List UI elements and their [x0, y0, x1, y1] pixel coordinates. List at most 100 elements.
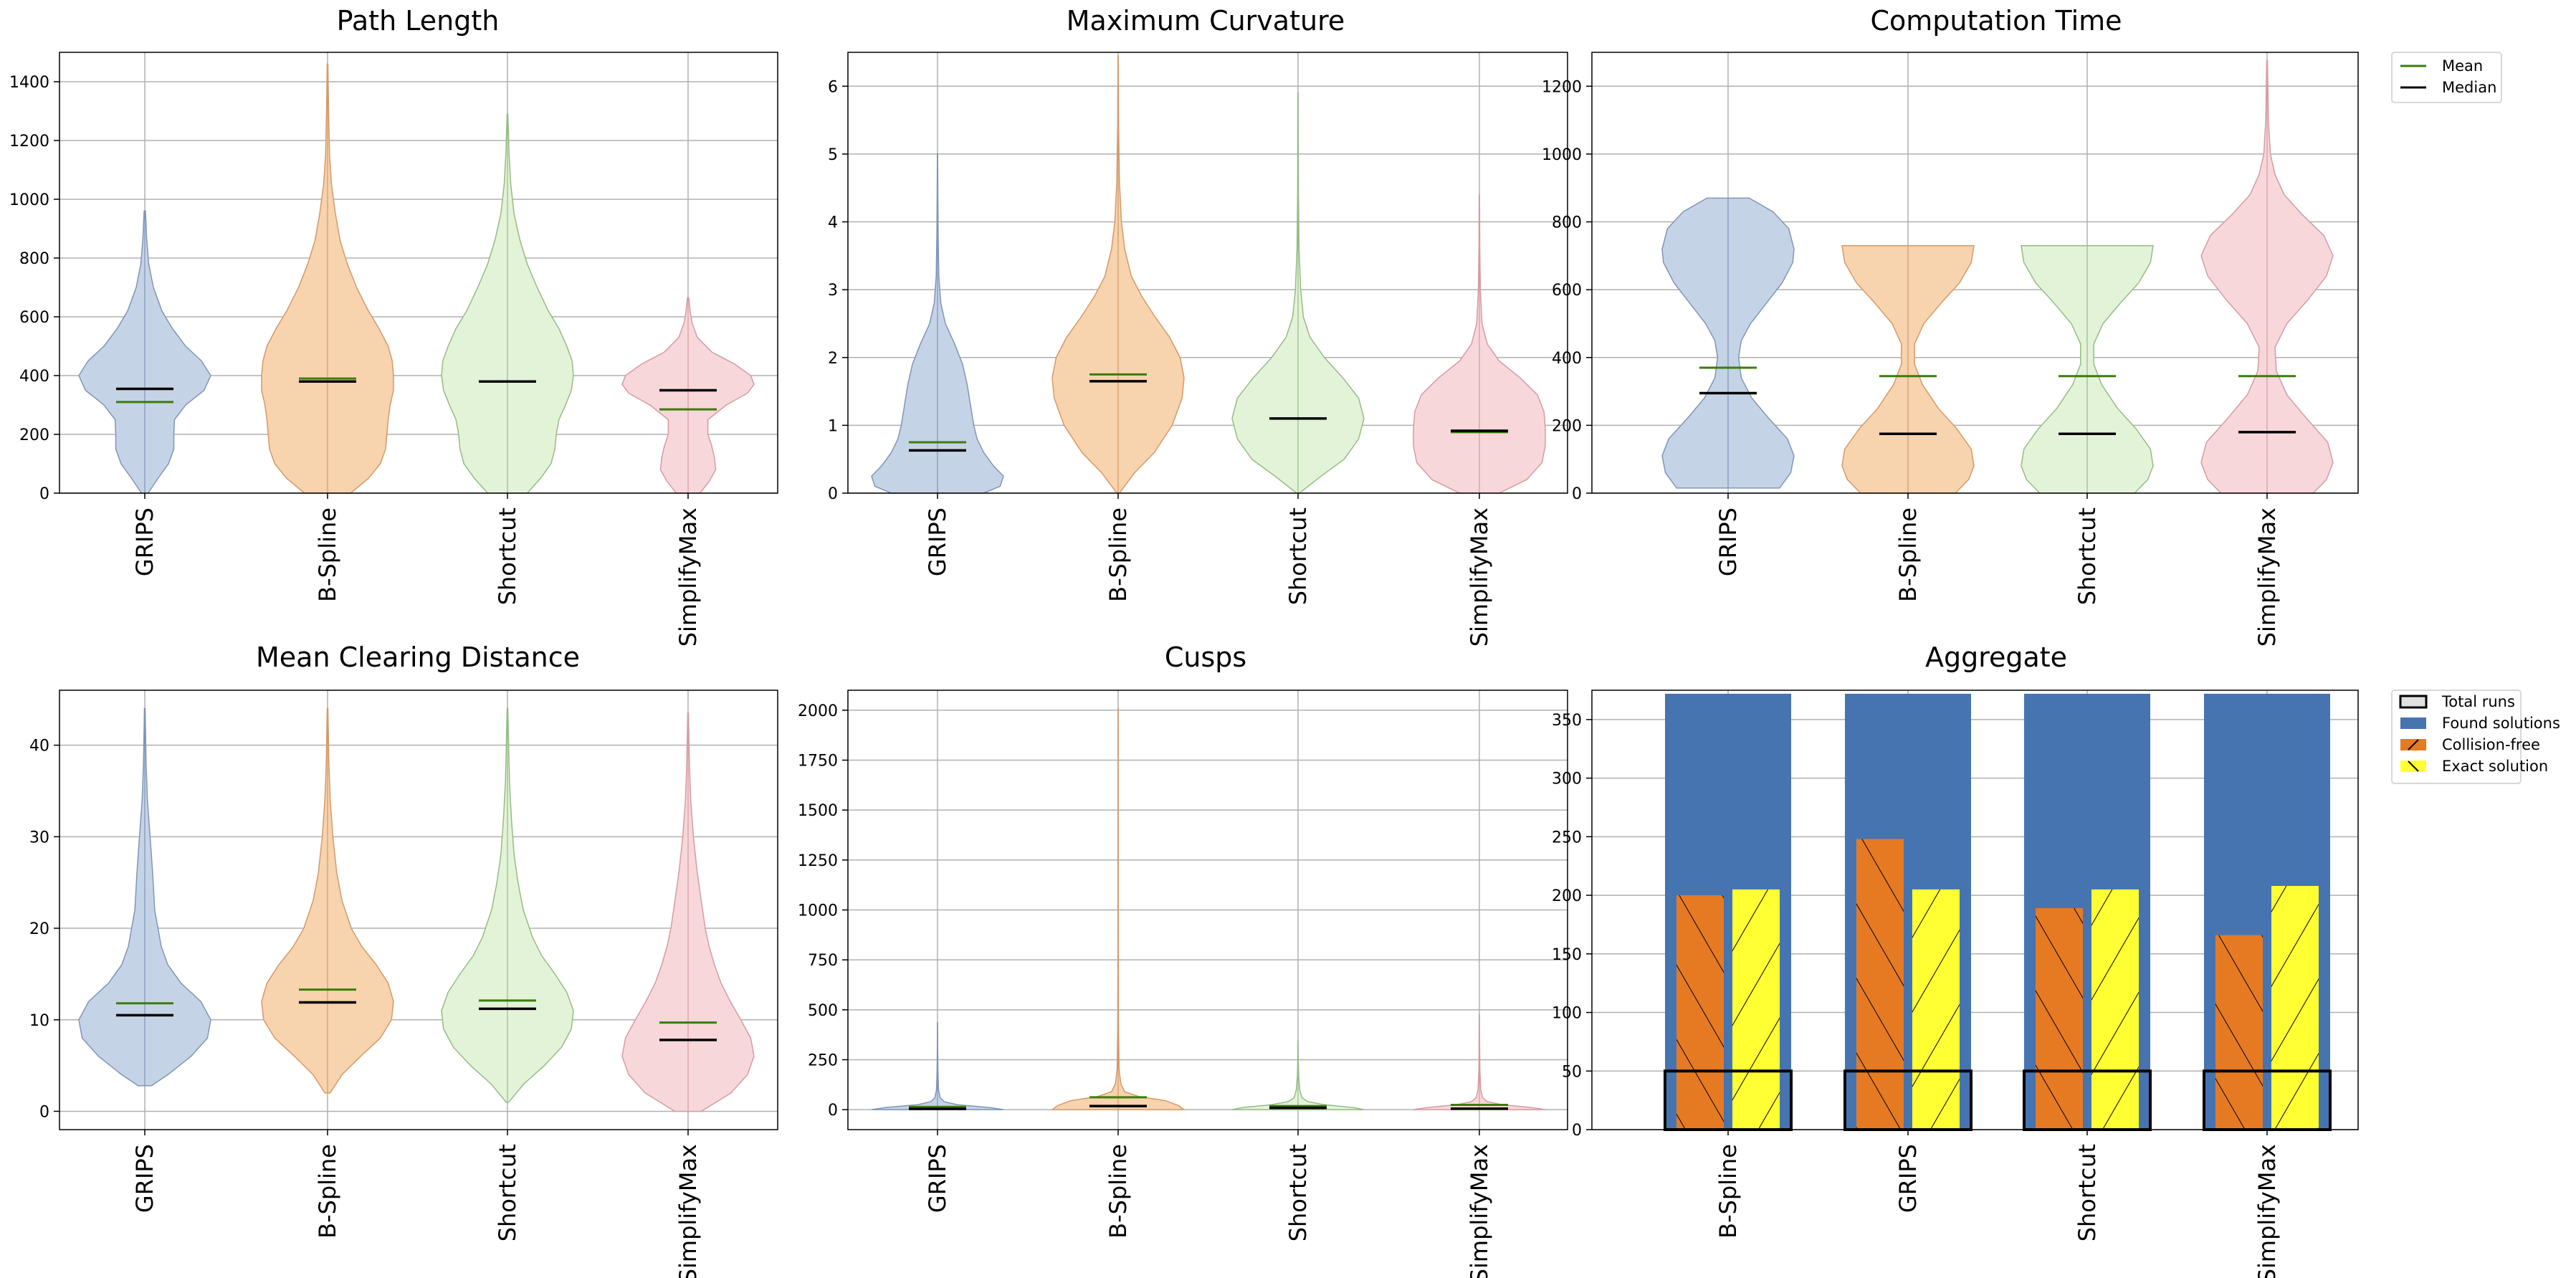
bar-hatch-exact-solution-shortcut: [2091, 889, 2139, 1130]
y-ticks: 0 250 500 750 1000 1250 1500 1750 2000: [798, 702, 848, 1120]
grid: [848, 690, 1568, 1130]
y-tick-label: 0: [1572, 485, 1582, 503]
panel-computation-time: Computation Time 0 200 400 600 800 1000 1200 G…: [1542, 5, 2359, 647]
plot-frame: [1591, 690, 2359, 1130]
legend-hatch-collision-free: [2408, 739, 2419, 750]
legend-label-found-solutions: Found solutions: [2442, 715, 2560, 732]
bar-hatch-collision-free-shortcut: [2036, 908, 2083, 1130]
y-tick-label: 250: [1552, 829, 1582, 847]
violins: [1661, 60, 2334, 494]
x-tick-label-simplifymax: SimplifyMax: [674, 507, 702, 647]
y-tick-label: 2: [828, 350, 838, 368]
plot-frame: [1591, 52, 2359, 494]
legend-label-total-runs: Total runs: [2441, 693, 2515, 710]
x-ticks: GRIPS B-Spline Shortcut SimplifyMax: [1714, 493, 2281, 647]
x-tick-label-grips: GRIPS: [131, 1144, 158, 1213]
y-tick-label: 350: [1552, 712, 1582, 730]
y-tick-label: 400: [19, 368, 49, 386]
x-ticks: GRIPS B-Spline Shortcut SimplifyMax: [924, 1130, 1493, 1278]
legend-label-collision-free: Collision-free: [2442, 736, 2540, 753]
x-tick-label-b-spline: B-Spline: [314, 1144, 341, 1239]
x-tick-label-grips: GRIPS: [924, 1144, 951, 1213]
x-ticks: B-Spline GRIPS Shortcut SimplifyMax: [1714, 1130, 2281, 1278]
y-tick-label: 0: [39, 1103, 49, 1121]
y-tick-label: 30: [29, 829, 49, 847]
panel-cusps: Cusps 0 250 500 750 1000 1250 1500 1750 2000 GRI…: [798, 642, 1568, 1278]
plot-frame: [59, 690, 778, 1130]
chart-title: Aggregate: [1925, 642, 2067, 673]
y-tick-label: 250: [808, 1052, 838, 1069]
x-tick-label-shortcut: Shortcut: [494, 507, 521, 605]
x-tick-label-grips: GRIPS: [1894, 1144, 1922, 1213]
plot-frame: [847, 690, 1568, 1130]
x-tick-label-shortcut: Shortcut: [1284, 507, 1312, 605]
stat-lines: [116, 377, 717, 411]
y-ticks: 0 10 20 30 40: [29, 738, 59, 1121]
chart-title: Computation Time: [1870, 5, 2122, 37]
stat-lines: [909, 1096, 1508, 1110]
x-tick-label-simplifymax: SimplifyMax: [674, 1144, 702, 1278]
x-tick-label-b-spline: B-Spline: [314, 507, 341, 602]
violins: [871, 707, 1546, 1110]
violins: [78, 707, 755, 1112]
violins: [871, 54, 1546, 494]
y-tick-label: 600: [19, 309, 49, 327]
panel-maximum-curvature: Maximum Curvature 0 1 2 3 4 5 6 GRIPS B-Spline S…: [828, 5, 1568, 647]
bar-hatch-collision-free-b-spline: [1676, 895, 1724, 1130]
y-tick-label: 800: [19, 250, 49, 268]
chart-title: Mean Clearing Distance: [256, 642, 580, 673]
y-tick-label: 0: [828, 1102, 838, 1120]
bar-hatch-exact-solution-grips: [1912, 889, 1960, 1130]
legend-label-exact-solution: Exact solution: [2442, 758, 2548, 775]
y-tick-label: 20: [29, 920, 49, 938]
x-tick-label-shortcut: Shortcut: [494, 1144, 521, 1241]
y-ticks: 0 50 100 150 200 250 300 350: [1552, 712, 1592, 1140]
y-tick-label: 4: [828, 214, 838, 232]
plot-frame: [847, 52, 1568, 494]
x-ticks: GRIPS B-Spline Shortcut SimplifyMax: [131, 493, 702, 647]
plot-frame: [59, 52, 778, 494]
x-tick-label-b-spline: B-Spline: [1894, 507, 1922, 602]
legend-stats: Mean Median: [2391, 52, 2502, 103]
x-tick-label-shortcut: Shortcut: [2074, 1144, 2101, 1241]
y-tick-label: 800: [1552, 214, 1582, 232]
y-tick-label: 200: [19, 426, 49, 444]
y-tick-label: 1000: [1542, 146, 1582, 164]
y-tick-label: 1000: [9, 191, 49, 209]
y-tick-label: 750: [808, 952, 838, 970]
x-tick-label-b-spline: B-Spline: [1105, 1144, 1132, 1239]
x-ticks: GRIPS B-Spline Shortcut SimplifyMax: [924, 493, 1493, 647]
y-tick-label: 300: [1552, 771, 1582, 788]
x-tick-label-grips: GRIPS: [924, 507, 951, 576]
x-tick-label-simplifymax: SimplifyMax: [2253, 507, 2281, 647]
x-tick-label-shortcut: Shortcut: [2074, 507, 2101, 605]
x-tick-label-simplifymax: SimplifyMax: [1466, 1144, 1493, 1278]
stat-lines: [909, 373, 1508, 452]
y-tick-label: 0: [828, 485, 838, 503]
y-ticks: 0 200 400 600 800 1000 1200: [1542, 78, 1592, 503]
bar-hatch-collision-free-simplifymax: [2215, 935, 2263, 1130]
bar-hatch-exact-solution-simplifymax: [2271, 885, 2319, 1130]
panel-aggregate: Aggregate 0 50 100 150 200 250 300 350 B-Spline…: [1552, 642, 2359, 1278]
y-tick-label: 1200: [1542, 78, 1582, 96]
legend-aggregate: Total runs Found solutions Collision-fre…: [2391, 690, 2560, 784]
y-tick-label: 200: [1552, 887, 1582, 905]
y-tick-label: 6: [828, 78, 838, 96]
legend-mean-label: Mean: [2442, 57, 2483, 75]
y-tick-label: 1500: [798, 802, 838, 820]
x-ticks: GRIPS B-Spline Shortcut SimplifyMax: [131, 1130, 702, 1278]
y-ticks: 0 200 400 600 800 1000 1200 1400: [9, 74, 59, 503]
y-tick-label: 1000: [798, 902, 838, 920]
stat-lines: [116, 988, 717, 1041]
violins: [78, 63, 755, 494]
y-tick-label: 1: [828, 417, 838, 435]
bars: [1664, 693, 2332, 1132]
x-tick-label-simplifymax: SimplifyMax: [2253, 1144, 2281, 1278]
legend-swatch-found-solutions: [2400, 717, 2426, 729]
y-tick-label: 0: [1572, 1122, 1582, 1140]
y-tick-label: 600: [1552, 282, 1582, 300]
panel-mean-clearing-distance: Mean Clearing Distance 0 10 20 30 40 GRIPS B-…: [29, 642, 778, 1278]
chart-title: Path Length: [337, 5, 500, 37]
y-tick-label: 3: [828, 282, 838, 300]
